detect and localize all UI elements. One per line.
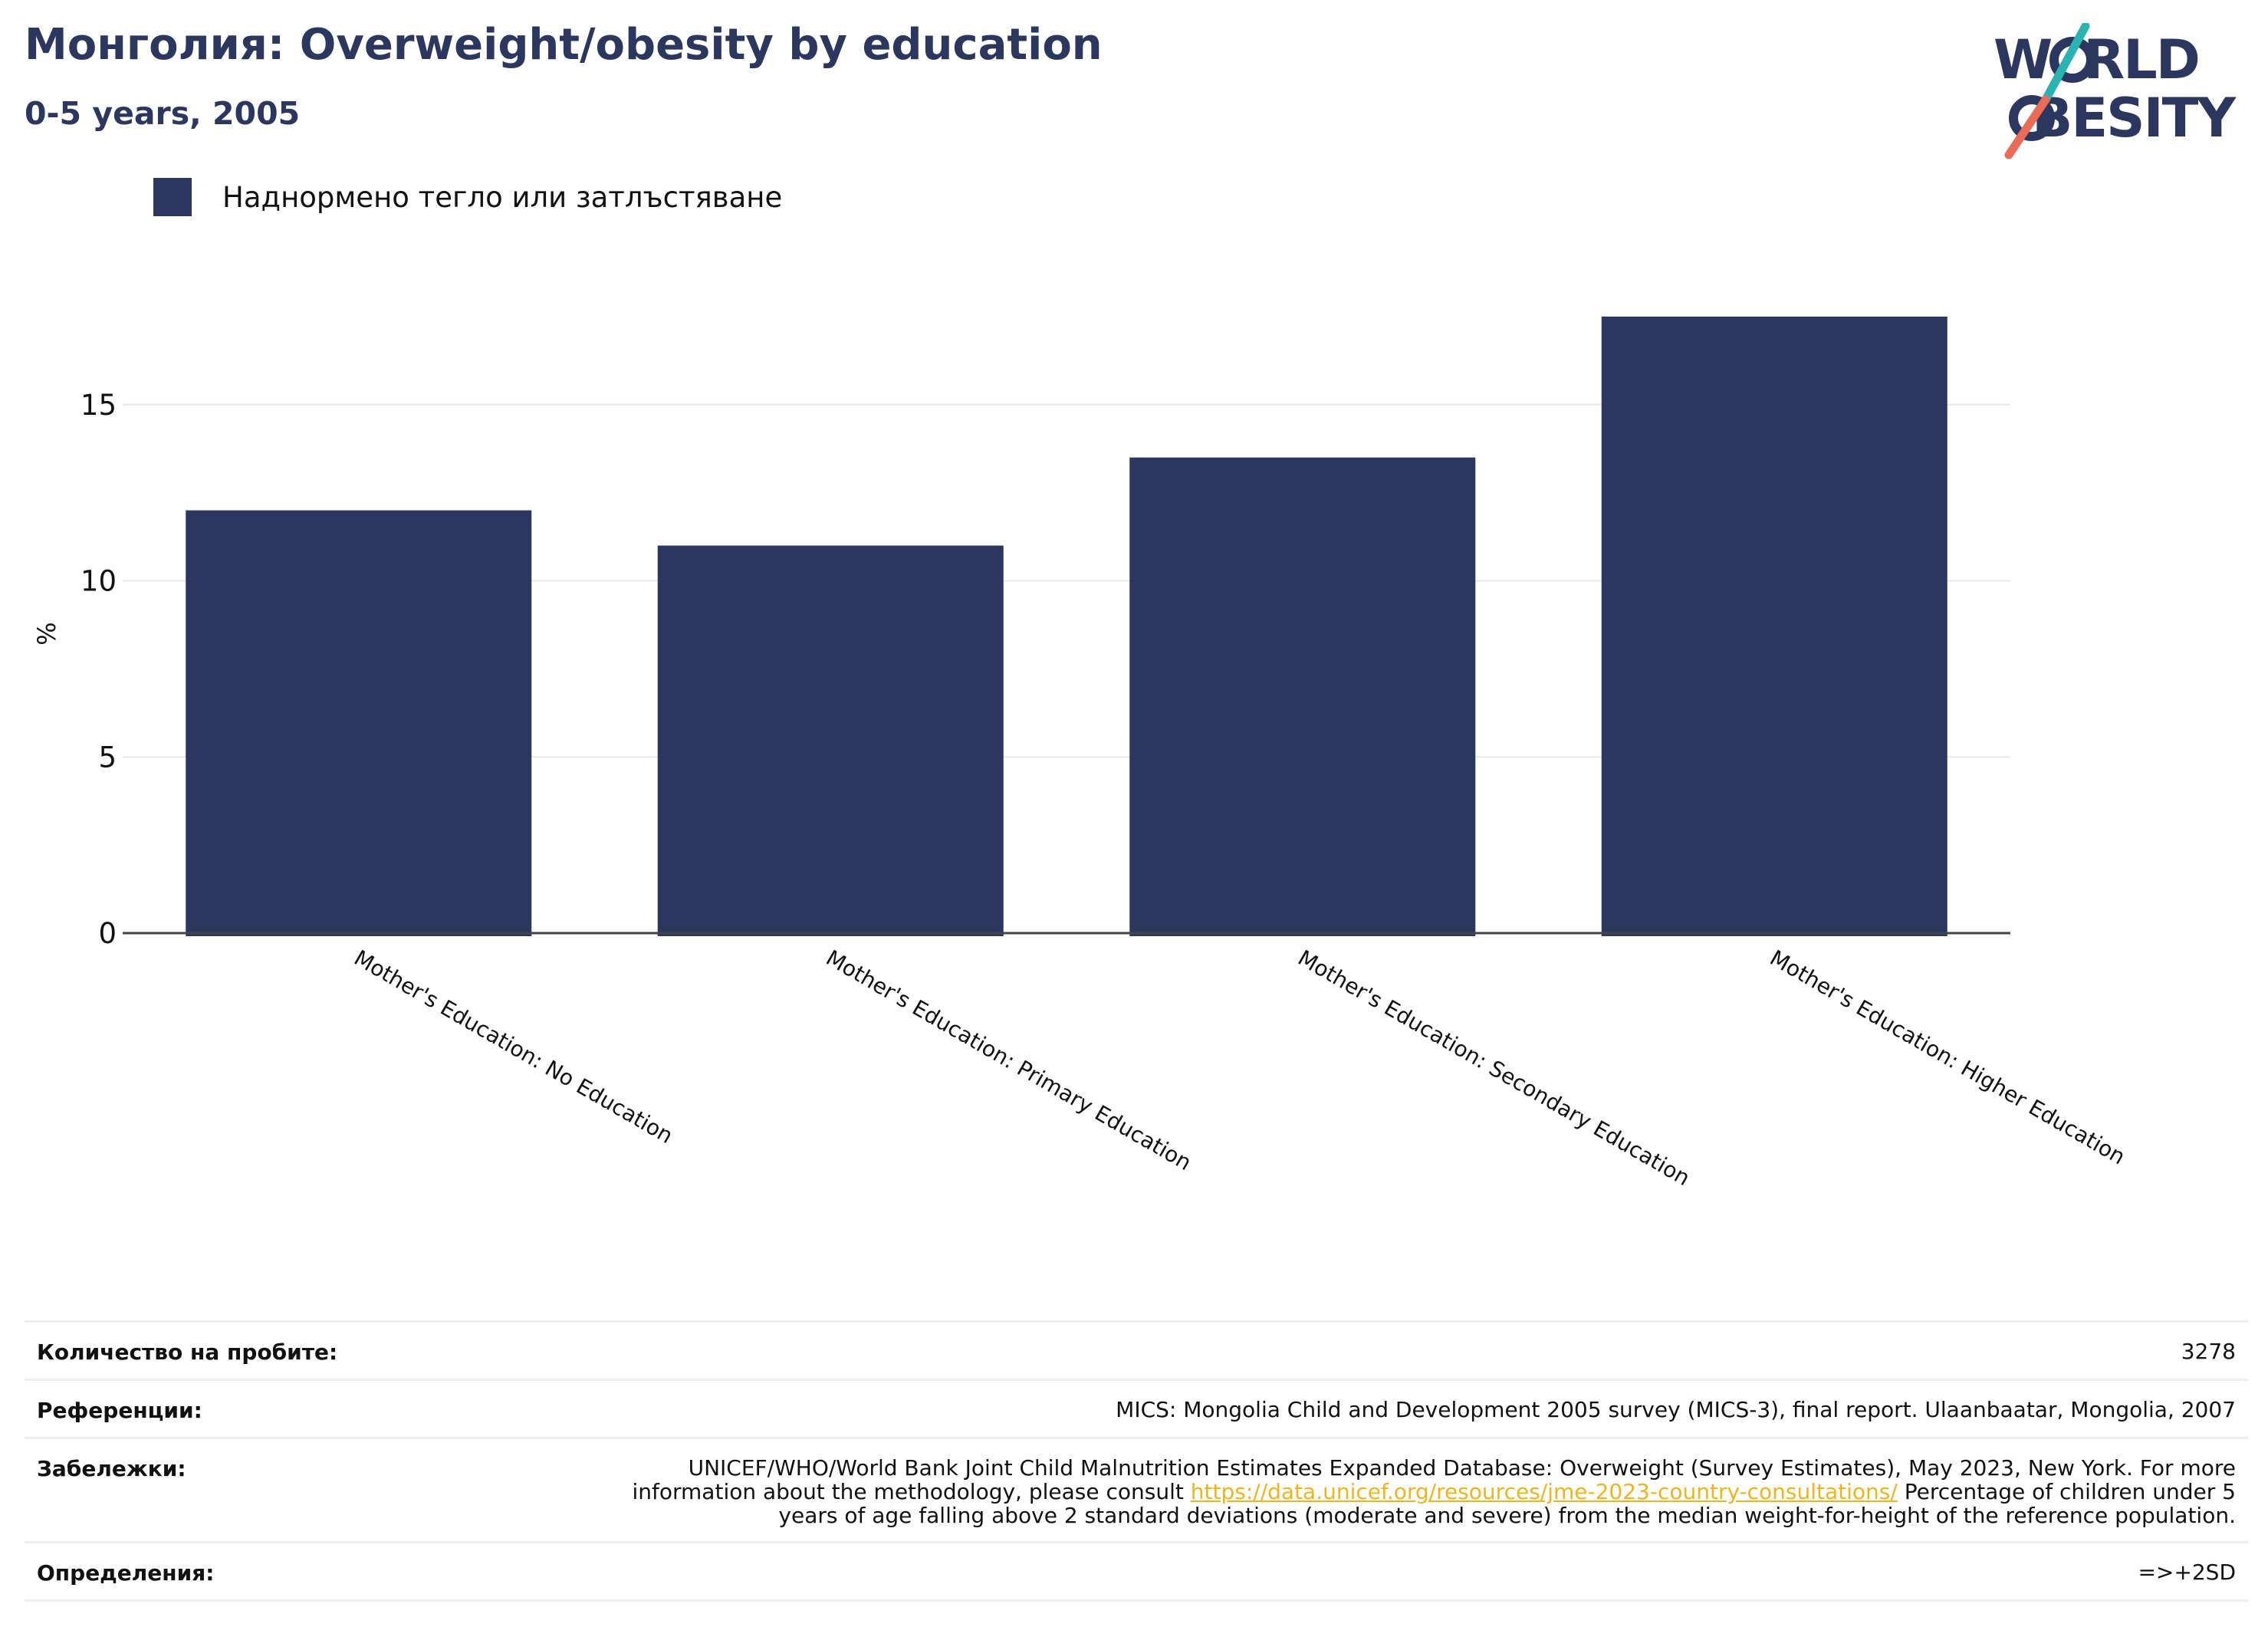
notes-text-after: Percentage of children under 5 years of …	[778, 1479, 2236, 1528]
logo-o-bottom	[2009, 95, 2055, 141]
legend-label: Наднормено тегло или затлъстяване	[222, 180, 783, 214]
y-tick-label: 10	[81, 565, 117, 598]
bar[interactable]	[657, 545, 1004, 936]
chart-subtitle: 0-5 years, 2005	[25, 95, 301, 132]
logo-text-world: W RLD	[1994, 28, 2199, 91]
logo-text-obesity: BESITY	[2032, 87, 2237, 150]
meta-label-notes: Забележки:	[37, 1456, 186, 1481]
y-tick-label: 0	[98, 917, 117, 950]
chart-legend[interactable]: Наднормено тегло или затлъстяване	[153, 178, 782, 216]
metadata-table: Количество на пробите: 3278 Референции: …	[25, 1320, 2248, 1602]
methodology-link[interactable]: https://data.unicef.org/resources/jme-20…	[1190, 1479, 1898, 1504]
meta-label-sample-size: Количество на пробите:	[37, 1339, 338, 1365]
bars	[186, 316, 1948, 936]
bar[interactable]	[186, 510, 532, 936]
meta-row-references: Референции: MICS: Mongolia Child and Dev…	[25, 1379, 2248, 1437]
meta-row-notes: Забележки: UNICEF/WHO/World Bank Joint C…	[25, 1437, 2248, 1541]
x-tick-label: Mother's Education: Primary Education	[822, 945, 1196, 1175]
bar[interactable]	[1601, 316, 1948, 936]
y-tick-label: 15	[81, 389, 117, 422]
meta-value-references: MICS: Mongolia Child and Development 200…	[1116, 1397, 2236, 1422]
legend-swatch	[153, 178, 192, 216]
world-obesity-logo: W RLD BESITY	[1994, 23, 2238, 159]
chart-title: Монголия: Overweight/obesity by educatio…	[25, 20, 1103, 70]
meta-label-definitions: Определения:	[37, 1560, 215, 1586]
logo-slash-teal	[2041, 23, 2090, 104]
meta-value-sample-size: 3278	[2181, 1339, 2236, 1364]
meta-row-definitions: Определения: =>+2SD	[25, 1541, 2248, 1602]
notes-text-before: UNICEF/WHO/World Bank Joint Child Malnut…	[632, 1455, 2237, 1504]
bar[interactable]	[1129, 457, 1476, 936]
x-tick-label: Mother's Education: No Education	[350, 945, 677, 1149]
y-tick-label: 5	[98, 741, 117, 774]
meta-value-notes: UNICEF/WHO/World Bank Joint Child Malnut…	[603, 1455, 2237, 1528]
x-tick-label: Mother's Education: Secondary Education	[1293, 945, 1694, 1191]
y-axis-label: %	[32, 622, 61, 645]
meta-label-references: Референции:	[37, 1398, 202, 1423]
meta-value-definitions: =>+2SD	[2138, 1560, 2236, 1585]
logo-slash-coral	[2004, 95, 2050, 159]
x-tick-label: Mother's Education: Higher Education	[1766, 945, 2130, 1169]
meta-row-sample-size: Количество на пробите: 3278	[25, 1320, 2248, 1379]
bar-chart: 0 5 10 15 Mother's Education: No Education Mo…	[32, 316, 2130, 1191]
